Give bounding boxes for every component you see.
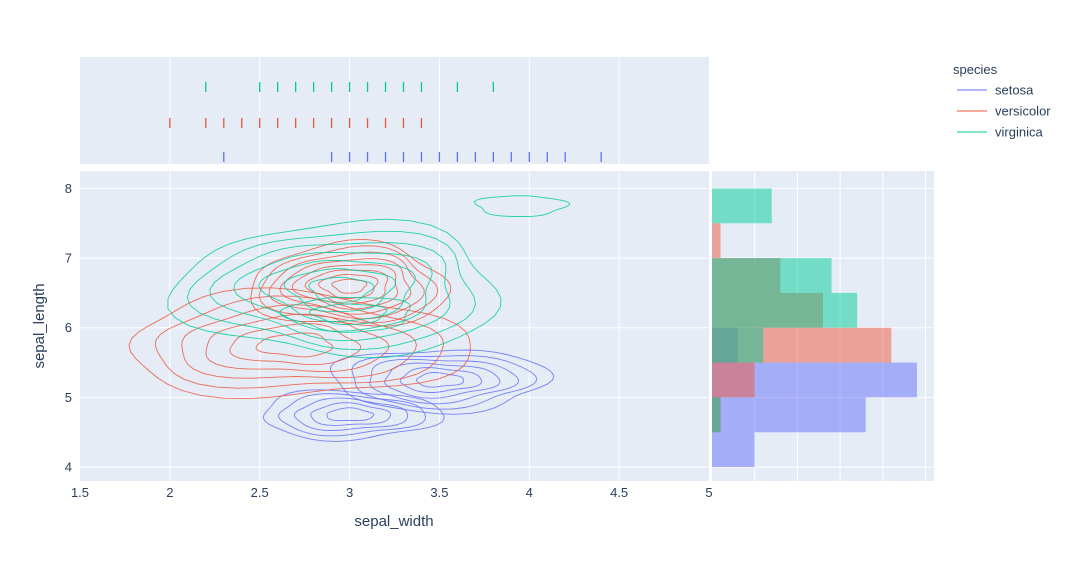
histogram-bar-virginica — [712, 258, 832, 293]
x-tick-label: 5 — [705, 485, 712, 500]
contour-line-virginica — [474, 195, 571, 218]
density-contours — [128, 195, 571, 442]
legend-label-setosa: setosa — [995, 83, 1034, 98]
contour-line-setosa — [351, 355, 538, 410]
y-tick-label: 7 — [65, 251, 72, 266]
marginal-histograms — [712, 188, 917, 468]
contour-line-virginica — [308, 276, 375, 303]
histogram-bar-versicolor — [712, 362, 755, 398]
contour-line-setosa — [262, 389, 445, 442]
contour-line-setosa — [278, 393, 426, 437]
contour-line-setosa — [293, 397, 408, 431]
x-axis-ticks: 1.5 2 2.5 3 3.5 4 4.5 5 — [71, 485, 713, 500]
contour-group-versicolor — [128, 238, 471, 400]
legend-label-virginica: virginica — [995, 125, 1043, 140]
contour-line-setosa — [326, 407, 375, 422]
contour-line-virginica — [186, 230, 476, 351]
main-gridlines — [80, 171, 709, 481]
histogram-bar-virginica — [712, 327, 764, 363]
x-tick-label: 2 — [166, 485, 173, 500]
x-tick-label: 2.5 — [251, 485, 269, 500]
histogram-virginica — [712, 188, 858, 433]
legend-item-virginica[interactable]: virginica — [957, 125, 1043, 140]
contour-line-virginica — [209, 242, 451, 342]
histogram-bar-versicolor — [712, 223, 721, 259]
contour-line-versicolor — [258, 245, 439, 324]
x-tick-label: 4.5 — [610, 485, 628, 500]
y-tick-label: 6 — [65, 320, 72, 335]
rug-group-setosa — [223, 152, 602, 162]
contour-group-setosa — [262, 349, 555, 442]
histogram-bar-setosa — [712, 397, 866, 433]
histogram-bar-virginica — [712, 397, 721, 433]
histogram-bar-setosa — [712, 432, 755, 468]
y-tick-label: 4 — [65, 460, 72, 475]
y-tick-label: 5 — [65, 390, 72, 405]
rug-marks — [169, 82, 602, 162]
rug-group-virginica — [205, 82, 494, 92]
legend-label-versicolor: versicolor — [995, 104, 1051, 119]
contour-line-versicolor — [229, 323, 362, 366]
histogram-bar-virginica — [712, 188, 772, 224]
contour-line-versicolor — [268, 251, 425, 320]
y-axis-ticks: 4 5 6 7 8 — [65, 181, 72, 475]
contour-line-virginica — [233, 251, 433, 332]
contour-line-versicolor — [250, 238, 452, 327]
x-tick-label: 3.5 — [430, 485, 448, 500]
x-axis-title: sepal_width — [354, 513, 433, 530]
contour-line-virginica — [258, 259, 416, 322]
contour-line-virginica — [283, 268, 397, 313]
top-gridlines — [169, 57, 620, 164]
contour-line-virginica — [167, 218, 502, 359]
rug-group-versicolor — [169, 118, 423, 128]
histogram-bar-virginica — [712, 292, 858, 328]
x-tick-label: 1.5 — [71, 485, 89, 500]
contour-line-setosa — [330, 349, 555, 415]
contour-group-virginica — [167, 195, 571, 359]
x-tick-label: 3 — [346, 485, 353, 500]
contour-line-versicolor — [304, 269, 389, 305]
contour-line-setosa — [310, 402, 391, 426]
legend-item-setosa[interactable]: setosa — [957, 83, 1034, 98]
contour-line-versicolor — [255, 332, 334, 358]
top-marginal-area — [80, 57, 709, 164]
legend-title: species — [953, 62, 998, 77]
legend-item-versicolor[interactable]: versicolor — [957, 104, 1051, 119]
contour-line-versicolor — [181, 304, 417, 379]
contour-line-versicolor — [318, 274, 379, 299]
contour-line-setosa — [369, 358, 520, 405]
contour-line-virginica — [279, 296, 411, 333]
contour-line-virginica — [308, 303, 388, 325]
legend: species setosa versicolor virginica — [953, 62, 1051, 140]
contour-line-versicolor — [154, 295, 444, 389]
y-axis-title: sepal_length — [31, 283, 48, 368]
y-tick-label: 8 — [65, 181, 72, 196]
contour-line-versicolor — [279, 258, 412, 315]
x-tick-label: 4 — [526, 485, 533, 500]
contour-line-setosa — [384, 362, 501, 399]
contour-line-versicolor — [128, 287, 471, 400]
